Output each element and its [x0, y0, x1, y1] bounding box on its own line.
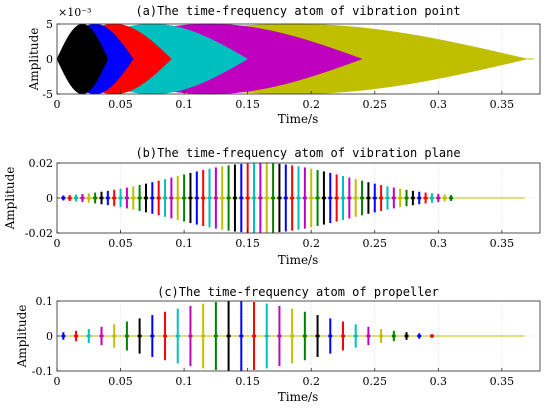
x-tick-label: 0.35 — [490, 375, 515, 388]
atom-envelope — [56, 23, 109, 95]
y-tick-label: 0.1 — [36, 295, 54, 308]
x-tick-label: 0.35 — [490, 237, 515, 250]
x-tick-label: 0 — [54, 98, 61, 111]
panel-a-title: (a)The time-frequency atom of vibration … — [135, 4, 460, 18]
panel-a-x-ticks: 0 0.05 0.1 0.15 0.2 0.25 0.3 0.35 — [54, 91, 515, 111]
panel-c-title: (c)The time-frequency atom of propeller — [157, 285, 439, 299]
y-tick-label: 0 — [46, 192, 53, 205]
x-tick-label: 0.2 — [302, 98, 320, 111]
panel-c-x-ticks: 0 0.05 0.1 0.15 0.2 0.25 0.3 0.35 — [54, 368, 515, 388]
panel-b-y-label: Amplitude — [3, 167, 17, 231]
y-tick-label: 0.02 — [29, 157, 54, 170]
x-tick-label: 0 — [54, 375, 61, 388]
panel-c-y-label: Amplitude — [15, 305, 29, 369]
panel-a-y-label: Amplitude — [27, 28, 41, 92]
y-tick-label: -0.02 — [25, 227, 53, 240]
y-tick-label: -5 — [42, 88, 53, 101]
x-tick-label: 0.05 — [108, 375, 133, 388]
x-tick-label: 0.3 — [430, 98, 448, 111]
x-tick-label: 0.1 — [175, 375, 193, 388]
x-tick-label: 0.2 — [302, 375, 320, 388]
panel-a-plot — [56, 23, 534, 95]
x-tick-label: 0 — [54, 237, 61, 250]
x-tick-label: 0.05 — [108, 237, 133, 250]
y-tick-label: -0.1 — [32, 365, 53, 378]
x-tick-label: 0.3 — [430, 237, 448, 250]
panel-c-plot — [57, 301, 525, 371]
panel-b: (b)The time-frequency atom of vibration … — [3, 146, 541, 267]
x-tick-label: 0.2 — [302, 237, 320, 250]
y-tick-label: 0 — [46, 330, 53, 343]
y-tick-label: 5 — [46, 18, 53, 31]
x-tick-label: 0.15 — [235, 375, 260, 388]
panel-a-x-label: Time/s — [278, 112, 319, 126]
x-tick-label: 0.25 — [363, 375, 388, 388]
x-tick-label: 0.3 — [430, 375, 448, 388]
panel-b-x-label: Time/s — [278, 253, 319, 267]
panel-a-y-exponent: ×10⁻³ — [58, 6, 91, 19]
panel-a: (a)The time-frequency atom of vibration … — [27, 4, 541, 126]
x-tick-label: 0.35 — [490, 98, 515, 111]
panel-b-x-ticks: 0 0.05 0.1 0.15 0.2 0.25 0.3 0.35 — [54, 230, 515, 250]
x-tick-label: 0.15 — [235, 237, 260, 250]
panel-b-plot — [57, 163, 525, 233]
x-tick-label: 0.25 — [363, 237, 388, 250]
panel-b-title: (b)The time-frequency atom of vibration … — [135, 146, 460, 160]
x-tick-label: 0.1 — [175, 237, 193, 250]
panel-c: (c)The time-frequency atom of propeller … — [15, 285, 541, 404]
y-tick-label: 0 — [46, 53, 53, 66]
panel-a-y-ticks: 5 0 -5 — [42, 18, 60, 101]
x-tick-label: 0.25 — [363, 98, 388, 111]
panel-c-y-ticks: 0.1 0 -0.1 — [32, 295, 60, 378]
panel-c-x-label: Time/s — [278, 390, 319, 404]
x-tick-label: 0.15 — [235, 98, 260, 111]
x-tick-label: 0.1 — [175, 98, 193, 111]
panel-b-y-ticks: 0.02 0 -0.02 — [25, 157, 60, 240]
x-tick-label: 0.05 — [108, 98, 133, 111]
